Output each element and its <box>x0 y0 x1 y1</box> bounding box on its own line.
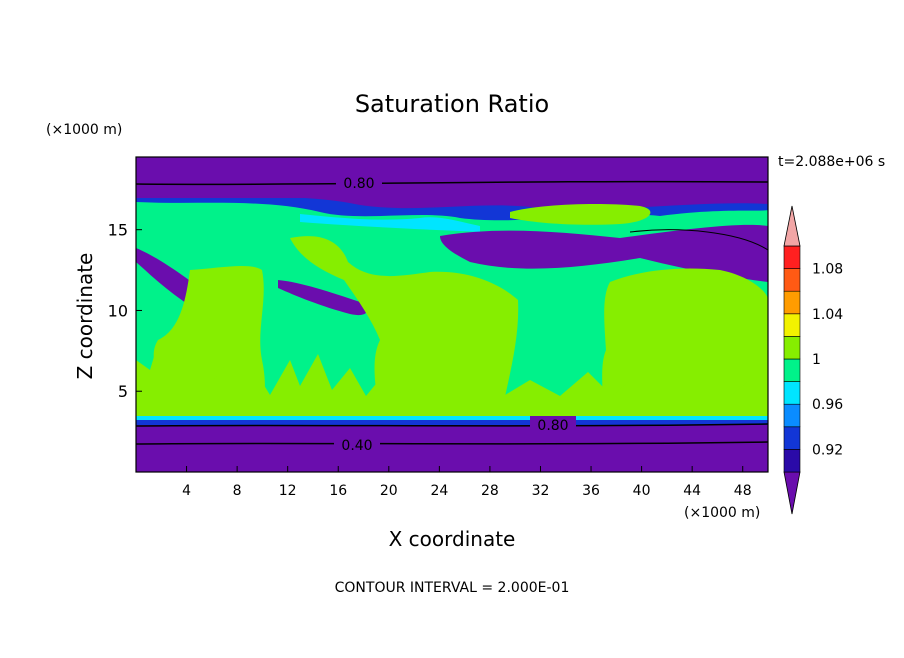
x-tick-label: 12 <box>279 483 297 499</box>
contour-line-top <box>136 180 768 186</box>
y-axis-label: Z coordinate <box>73 253 97 380</box>
contour-line-surface-1 <box>136 423 768 427</box>
plot-frame <box>135 156 769 473</box>
x-tick-label: 48 <box>734 483 752 499</box>
colorbar-band <box>783 245 801 269</box>
field-surface-blue <box>136 420 768 425</box>
x-tick-label: 44 <box>683 483 701 499</box>
field-upper-cyan <box>300 214 480 232</box>
colorbar-band <box>783 268 801 292</box>
field-green-center <box>290 236 519 420</box>
colorbar-band <box>783 290 801 315</box>
colorbar-band <box>783 313 801 337</box>
colorbar-tick-label: 1.04 <box>812 307 843 323</box>
colorbar-upper-extension <box>783 205 801 247</box>
colorbar-band <box>783 426 801 450</box>
x-tick-label: 16 <box>329 483 347 499</box>
field-green-rough <box>136 350 768 420</box>
colorbar-band <box>783 403 801 428</box>
field-upper-green <box>510 204 651 225</box>
colorbar-band <box>783 358 801 382</box>
footer-contour-interval: CONTOUR INTERVAL = 2.000E-01 <box>335 580 570 596</box>
x-tick-label: 8 <box>233 483 242 499</box>
x-tick-label: 20 <box>380 483 398 499</box>
colorbar: 0.92 0.96 1 1.04 1.08 <box>783 205 843 515</box>
y-tick-label: 5 <box>118 382 128 401</box>
y-axis-ticks: 5 10 15 <box>108 221 142 401</box>
time-label: t=2.088e+06 s <box>778 154 885 170</box>
colorbar-band <box>783 336 801 360</box>
contour-line-mid <box>629 229 768 251</box>
field-center-purple <box>278 280 367 316</box>
field-mid-purple-band <box>440 224 768 282</box>
contour-label-surface-1-text: 0.80 <box>537 418 568 434</box>
contour-label-top-text: 0.80 <box>343 176 374 192</box>
x-tick-label: 24 <box>430 483 448 499</box>
x-axis-label: X coordinate <box>389 527 516 551</box>
colorbar-tick-label: 1 <box>812 352 821 368</box>
x-tick-label: 32 <box>532 483 550 499</box>
contour-label-top: 0.80 <box>336 174 382 192</box>
colorbar-tick-label: 0.96 <box>812 397 843 413</box>
colorbar-tick-label: 0.92 <box>812 442 843 458</box>
x-tick-label: 36 <box>582 483 600 499</box>
colorbar-band <box>783 381 801 405</box>
contour-label-surface-2: 0.40 <box>334 436 380 454</box>
contour-line-surface-2 <box>136 441 768 445</box>
y-tick-label: 10 <box>108 301 128 320</box>
contour-label-surface-1: 0.80 <box>530 416 576 434</box>
colorbar-lower-extension <box>783 471 801 515</box>
field-surface-cyan <box>136 416 768 420</box>
colorbar-band <box>783 449 801 473</box>
field-surface-band <box>136 420 768 472</box>
x-tick-label: 28 <box>481 483 499 499</box>
x-tick-label: 40 <box>633 483 651 499</box>
x-units-label: (×1000 m) <box>684 505 760 521</box>
contour-label-surface-2-text: 0.40 <box>341 438 372 454</box>
x-tick-label: 4 <box>182 483 191 499</box>
plot-area: 0.80 0.80 0.40 <box>135 156 769 473</box>
colorbar-tick-label: 1.08 <box>812 262 843 278</box>
chart-title: Saturation Ratio <box>355 90 549 118</box>
x-axis-ticks: 4 8 12 16 20 24 28 32 36 40 44 48 <box>182 466 752 499</box>
y-tick-label: 15 <box>108 221 128 240</box>
y-units-label: (×1000 m) <box>46 122 122 138</box>
